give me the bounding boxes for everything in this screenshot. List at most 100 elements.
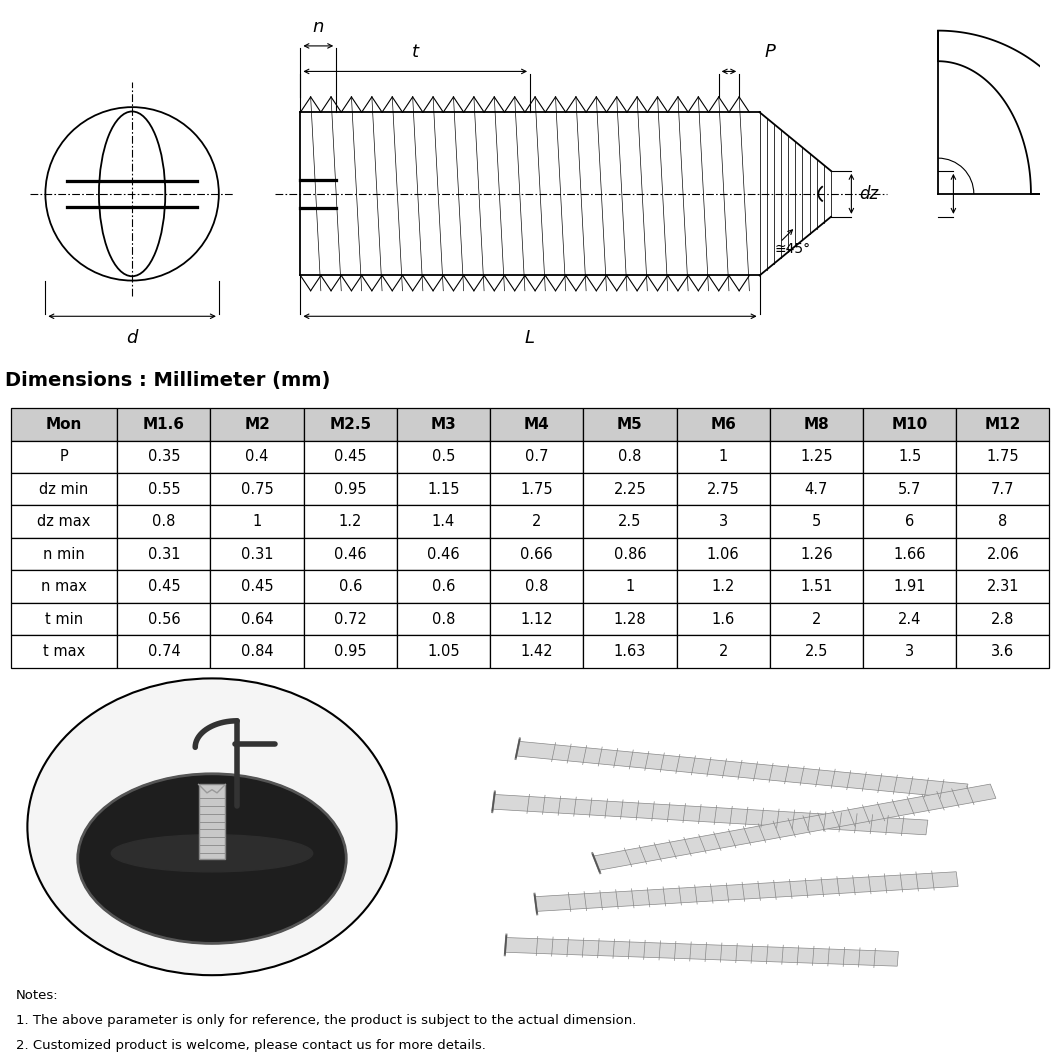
Text: M3: M3 (430, 417, 457, 431)
FancyBboxPatch shape (396, 473, 490, 506)
Text: 1.51: 1.51 (800, 579, 832, 595)
FancyBboxPatch shape (118, 538, 211, 570)
Text: dz: dz (859, 184, 879, 202)
Text: 1.5: 1.5 (898, 449, 921, 464)
Text: d: d (126, 329, 138, 347)
Text: 0.64: 0.64 (241, 612, 273, 626)
FancyBboxPatch shape (118, 408, 211, 441)
Text: Notes:: Notes: (16, 989, 58, 1003)
FancyBboxPatch shape (11, 441, 118, 473)
FancyBboxPatch shape (863, 506, 956, 538)
Text: 1.2: 1.2 (711, 579, 735, 595)
Text: 1.26: 1.26 (800, 547, 833, 562)
FancyBboxPatch shape (770, 538, 863, 570)
Text: 1.75: 1.75 (987, 449, 1019, 464)
Text: 2.5: 2.5 (805, 644, 828, 659)
Text: 2.8: 2.8 (991, 612, 1014, 626)
Text: 0.4: 0.4 (246, 449, 269, 464)
FancyBboxPatch shape (396, 538, 490, 570)
Text: 5: 5 (812, 514, 822, 529)
FancyBboxPatch shape (490, 408, 583, 441)
FancyBboxPatch shape (490, 441, 583, 473)
FancyBboxPatch shape (490, 538, 583, 570)
Text: 0.31: 0.31 (241, 547, 273, 562)
Text: 3.6: 3.6 (991, 644, 1014, 659)
Text: n: n (313, 18, 324, 36)
Ellipse shape (111, 835, 313, 871)
Text: 0.95: 0.95 (334, 481, 367, 497)
FancyBboxPatch shape (118, 473, 211, 506)
Text: M2: M2 (244, 417, 270, 431)
Polygon shape (493, 795, 928, 835)
FancyBboxPatch shape (863, 570, 956, 603)
FancyBboxPatch shape (956, 603, 1049, 635)
FancyBboxPatch shape (583, 408, 676, 441)
Text: 0.72: 0.72 (334, 612, 367, 626)
Text: 2: 2 (719, 644, 728, 659)
Text: 0.8: 0.8 (618, 449, 641, 464)
Text: 0.45: 0.45 (147, 579, 180, 595)
Text: 3: 3 (905, 644, 914, 659)
Text: 2. Customized product is welcome, please contact us for more details.: 2. Customized product is welcome, please… (16, 1039, 485, 1052)
Text: 1.66: 1.66 (894, 547, 925, 562)
FancyBboxPatch shape (396, 635, 490, 668)
Text: 0.46: 0.46 (334, 547, 367, 562)
FancyBboxPatch shape (11, 473, 118, 506)
Text: 2.5: 2.5 (618, 514, 641, 529)
Text: n min: n min (43, 547, 85, 562)
Text: 2: 2 (812, 612, 822, 626)
Polygon shape (535, 871, 958, 912)
FancyBboxPatch shape (490, 635, 583, 668)
FancyBboxPatch shape (396, 506, 490, 538)
Text: P: P (764, 43, 775, 61)
Text: 6: 6 (905, 514, 914, 529)
Text: 0.6: 0.6 (338, 579, 363, 595)
FancyBboxPatch shape (396, 441, 490, 473)
Text: 7.7: 7.7 (991, 481, 1014, 497)
FancyBboxPatch shape (211, 570, 304, 603)
Text: 1.63: 1.63 (614, 644, 647, 659)
FancyBboxPatch shape (863, 603, 956, 635)
Text: L: L (525, 329, 535, 347)
Text: 1.4: 1.4 (431, 514, 455, 529)
FancyBboxPatch shape (211, 473, 304, 506)
FancyBboxPatch shape (583, 570, 676, 603)
FancyBboxPatch shape (676, 570, 770, 603)
Polygon shape (505, 937, 899, 966)
FancyBboxPatch shape (770, 635, 863, 668)
Text: 0.66: 0.66 (520, 547, 553, 562)
Text: 0.55: 0.55 (147, 481, 180, 497)
Text: 0.46: 0.46 (427, 547, 460, 562)
Polygon shape (516, 741, 968, 798)
Text: 0.8: 0.8 (431, 612, 455, 626)
Text: 1.42: 1.42 (520, 644, 553, 659)
Text: 1.25: 1.25 (800, 449, 833, 464)
Text: 5.7: 5.7 (898, 481, 921, 497)
FancyBboxPatch shape (304, 506, 396, 538)
Text: 1: 1 (625, 579, 635, 595)
FancyBboxPatch shape (863, 408, 956, 441)
Ellipse shape (28, 678, 396, 975)
FancyBboxPatch shape (770, 506, 863, 538)
FancyBboxPatch shape (396, 603, 490, 635)
FancyBboxPatch shape (211, 538, 304, 570)
FancyBboxPatch shape (304, 441, 396, 473)
Text: 1. The above parameter is only for reference, the product is subject to the actu: 1. The above parameter is only for refer… (16, 1014, 636, 1027)
Text: 1: 1 (719, 449, 728, 464)
FancyBboxPatch shape (304, 570, 396, 603)
Text: 0.5: 0.5 (431, 449, 455, 464)
FancyBboxPatch shape (118, 570, 211, 603)
FancyBboxPatch shape (304, 408, 396, 441)
FancyBboxPatch shape (118, 441, 211, 473)
Text: 2.75: 2.75 (707, 481, 740, 497)
Text: 2: 2 (532, 514, 542, 529)
FancyBboxPatch shape (676, 538, 770, 570)
Text: M10: M10 (891, 417, 928, 431)
Text: t: t (411, 43, 419, 61)
FancyBboxPatch shape (863, 441, 956, 473)
Text: 1.2: 1.2 (338, 514, 363, 529)
Text: 0.31: 0.31 (147, 547, 180, 562)
Text: 0.45: 0.45 (241, 579, 273, 595)
Text: 1.6: 1.6 (711, 612, 735, 626)
FancyBboxPatch shape (490, 473, 583, 506)
